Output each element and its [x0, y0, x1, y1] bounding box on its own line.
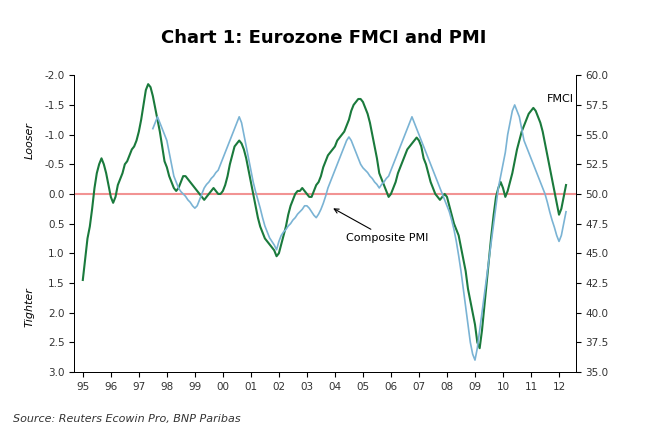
Text: Chart 1: Eurozone FMCI and PMI: Chart 1: Eurozone FMCI and PMI — [161, 29, 486, 46]
Text: Tighter: Tighter — [25, 287, 34, 327]
Text: Composite PMI: Composite PMI — [334, 209, 428, 243]
Text: Source: Reuters Ecowin Pro, BNP Paribas: Source: Reuters Ecowin Pro, BNP Paribas — [13, 414, 241, 424]
Text: Looser: Looser — [25, 122, 34, 159]
Text: FMCI: FMCI — [547, 94, 573, 104]
